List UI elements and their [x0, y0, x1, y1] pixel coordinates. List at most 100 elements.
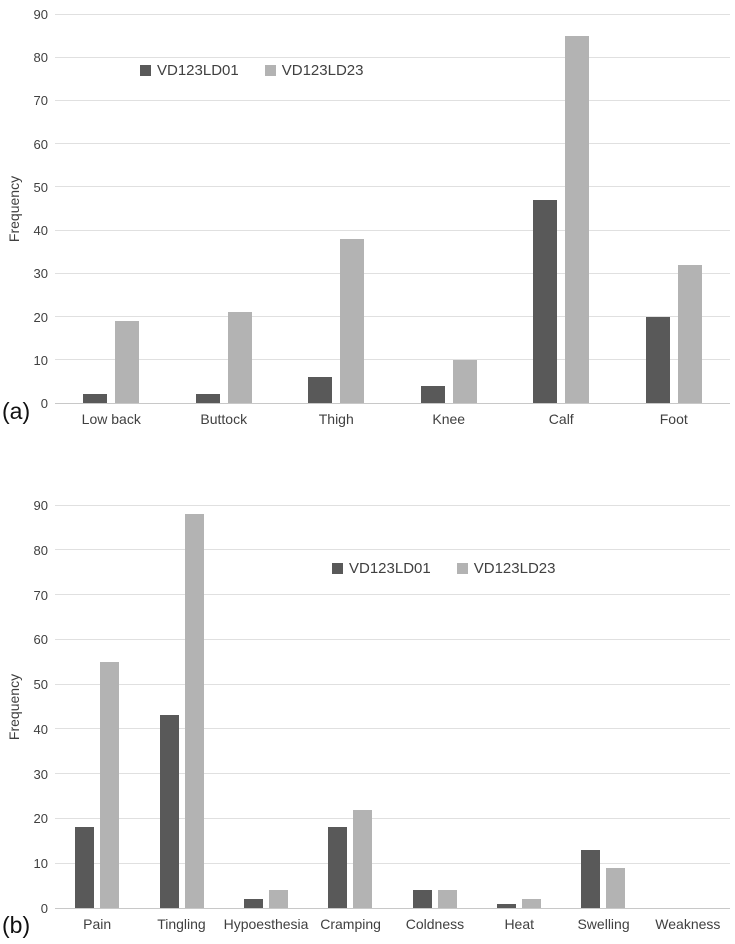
bar	[159, 715, 179, 908]
bar	[115, 320, 140, 403]
x-category-label: Coldness	[405, 916, 465, 932]
gridline	[55, 683, 730, 685]
gridline	[55, 56, 730, 58]
gridline	[55, 186, 730, 188]
gridline	[55, 272, 730, 274]
legend-label: VD123LD01	[349, 560, 431, 577]
bar-group	[477, 505, 561, 908]
bar	[420, 385, 445, 403]
legend-label: VD123LD01	[157, 62, 239, 79]
bar-chart-panel-a: Frequency 90 80 70 60 50 40 30 20 10 0 Low back But…	[2, 7, 730, 427]
legend-label: VD123LD23	[281, 62, 364, 79]
y-tick-label: 60	[33, 632, 48, 648]
legend-item: VD123LD01	[332, 560, 431, 577]
bar	[497, 903, 517, 908]
bar	[83, 394, 108, 403]
plot-area: 90 80 70 60 50 40 30 20 10 0 Low back Buttock Thigh K…	[34, 7, 730, 427]
bar-group	[224, 505, 308, 908]
x-category-label: Tingling	[157, 916, 206, 932]
x-category-label: Pain	[83, 916, 112, 932]
x-category-label: Knee	[432, 411, 466, 427]
legend-item: VD123LD23	[264, 62, 364, 79]
bar	[581, 849, 601, 908]
x-category-label: Hypoesthesia	[223, 916, 309, 932]
x-category-label: Thigh	[318, 411, 354, 427]
x-category-label: Heat	[504, 916, 535, 932]
gridline	[55, 773, 730, 775]
bar-group	[561, 505, 645, 908]
gridline	[55, 549, 730, 551]
bar-group	[393, 14, 506, 403]
legend: VD123LD01 VD123LD23	[140, 62, 363, 79]
bar-group	[280, 14, 393, 403]
y-tick-label: 70	[33, 587, 48, 603]
x-category-label: Foot	[659, 411, 688, 427]
gridline	[55, 359, 730, 361]
bar	[328, 827, 348, 908]
bar-group	[646, 505, 730, 908]
bar-group	[168, 14, 281, 403]
y-tick-label: 70	[33, 93, 48, 109]
bar	[412, 890, 432, 908]
gridline	[55, 13, 730, 15]
bar	[437, 890, 457, 908]
bar	[75, 827, 95, 908]
gridline	[55, 638, 730, 640]
y-tick-label: 20	[33, 309, 48, 325]
y-tick-label: 30	[33, 266, 48, 282]
legend-label: VD123LD23	[473, 560, 556, 577]
bar-group	[55, 14, 168, 403]
y-tick-label: 60	[33, 136, 48, 152]
y-tick-label: 90	[33, 498, 48, 513]
legend-swatch	[264, 65, 276, 76]
bar	[308, 377, 333, 403]
gridline	[55, 402, 730, 404]
y-tick-label: 40	[33, 223, 48, 239]
y-tick-label: 10	[33, 352, 48, 368]
y-tick-label: 30	[33, 766, 48, 782]
bar-group	[55, 505, 139, 908]
bar	[243, 899, 263, 908]
bar	[533, 199, 558, 403]
x-category-label: Cramping	[320, 916, 381, 932]
x-axis-labels: Low back Buttock Thigh Knee Calf Foot	[55, 411, 730, 427]
gridline	[55, 907, 730, 909]
bar-groups	[55, 14, 730, 403]
x-category-label: Low back	[81, 411, 141, 427]
bar	[100, 661, 120, 908]
y-tick-label: 50	[33, 677, 48, 693]
x-category-label: Buttock	[200, 411, 248, 427]
bar-groups	[55, 505, 730, 908]
y-tick-label: 20	[33, 811, 48, 827]
y-tick-label: 90	[33, 7, 48, 22]
bar	[452, 359, 477, 403]
gridline	[55, 143, 730, 145]
panel-label: (a)	[2, 398, 31, 424]
y-tick-label: 50	[33, 179, 48, 195]
y-tick-label: 0	[40, 396, 48, 411]
bar	[184, 513, 204, 908]
bar	[606, 867, 626, 908]
bar	[195, 394, 220, 403]
x-category-label: Weakness	[655, 916, 721, 932]
legend: VD123LD01 VD123LD23	[332, 560, 555, 577]
bar-group	[393, 505, 477, 908]
bar	[353, 809, 373, 908]
bar-group	[139, 505, 223, 908]
x-category-label: Calf	[548, 411, 574, 427]
gridline	[55, 99, 730, 101]
bar	[565, 35, 590, 403]
gridline	[55, 862, 730, 864]
legend-item: VD123LD23	[456, 560, 556, 577]
y-tick-label: 80	[33, 50, 48, 66]
gridline	[55, 817, 730, 819]
panel-label: (b)	[2, 912, 31, 938]
bar	[677, 264, 702, 403]
bar-chart-panel-b: Frequency 90 80 70 60 50 40 30 20 10 0 Pain Tinglin…	[0, 472, 735, 944]
x-axis-labels: Pain Tingling Hypoesthesia Cramping Coldness…	[55, 916, 730, 932]
x-category-label: Swelling	[577, 916, 630, 932]
y-tick-label: 0	[40, 901, 48, 916]
y-tick-label: 40	[33, 721, 48, 737]
bar	[268, 890, 288, 908]
